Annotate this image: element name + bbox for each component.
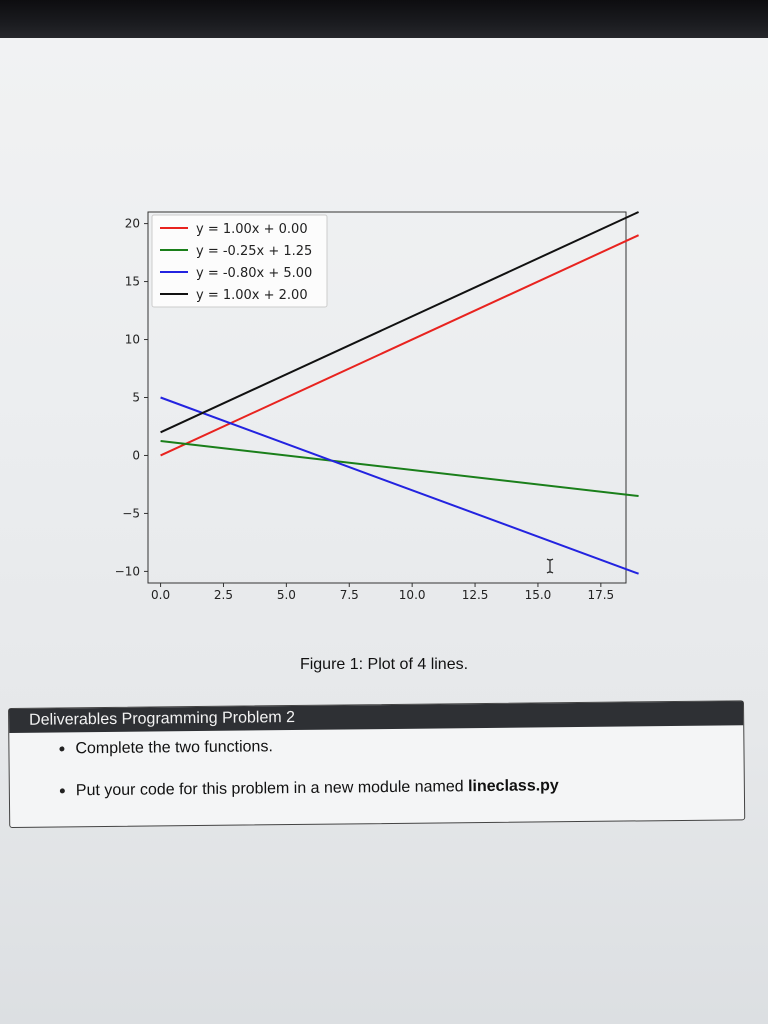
- x-tick-label: 0.0: [151, 588, 170, 602]
- series-line: [160, 396, 639, 575]
- axis-ticks: 0.0 2.5 5.0 7.5 10.0 12.5 15.0 17.5 20 15 10 5 0 −5 −1…: [115, 217, 615, 602]
- x-tick-label: 7.5: [340, 588, 359, 602]
- legend-label: y = -0.25x + 1.25: [196, 244, 312, 259]
- bullet-icon: [59, 788, 65, 794]
- x-tick-label: 15.0: [525, 588, 552, 602]
- y-tick-label: −5: [122, 506, 140, 520]
- legend-box: [151, 214, 328, 308]
- list-item: Complete the two functions.: [9, 733, 743, 759]
- x-tick-label: 10.0: [399, 588, 426, 602]
- series-line: [160, 234, 639, 457]
- deliverable-item-text: Complete the two functions.: [75, 738, 273, 758]
- x-tick-label: 12.5: [462, 588, 489, 602]
- y-tick-label: 0: [132, 448, 140, 462]
- series-line: [160, 211, 639, 434]
- text-cursor-icon: [546, 558, 554, 574]
- monitor-bezel: [0, 0, 768, 38]
- series-lines: [160, 211, 639, 575]
- y-tick-label: −10: [115, 564, 140, 578]
- series-line: [160, 439, 639, 498]
- legend-label: y = -0.80x + 5.00: [196, 266, 312, 281]
- deliverables-box: Deliverables Programming Problem 2 Compl…: [8, 700, 746, 828]
- y-tick-label: 15: [125, 275, 140, 289]
- y-tick-label: 5: [132, 391, 140, 405]
- document-page: [0, 38, 768, 1024]
- y-tick-label: 20: [125, 217, 140, 231]
- x-tick-label: 5.0: [277, 588, 296, 602]
- deliverables-list: Complete the two functions. Put your cod…: [9, 733, 744, 801]
- figure-caption: Figure 1: Plot of 4 lines.: [299, 656, 469, 673]
- bullet-icon: [59, 746, 65, 752]
- x-tick-label: 17.5: [587, 588, 614, 602]
- line-chart: 0.0 2.5 5.0 7.5 10.0 12.5 15.0 17.5 20 15 10 5 0 −5 −1…: [115, 211, 639, 602]
- deliverables-title: Deliverables Programming Problem 2: [9, 701, 744, 733]
- legend: y = 1.00x + 0.00 y = -0.25x + 1.25 y = -0.…: [151, 214, 328, 308]
- list-item: Put your code for this problem in a new …: [10, 775, 744, 801]
- legend-label: y = 1.00x + 0.00: [196, 222, 308, 237]
- x-tick-label: 2.5: [214, 588, 233, 602]
- module-filename: lineclass.py: [467, 777, 559, 796]
- legend-label: y = 1.00x + 2.00: [196, 288, 308, 303]
- y-tick-label: 10: [125, 333, 140, 347]
- deliverable-item-text: Put your code for this problem in a new …: [75, 778, 469, 800]
